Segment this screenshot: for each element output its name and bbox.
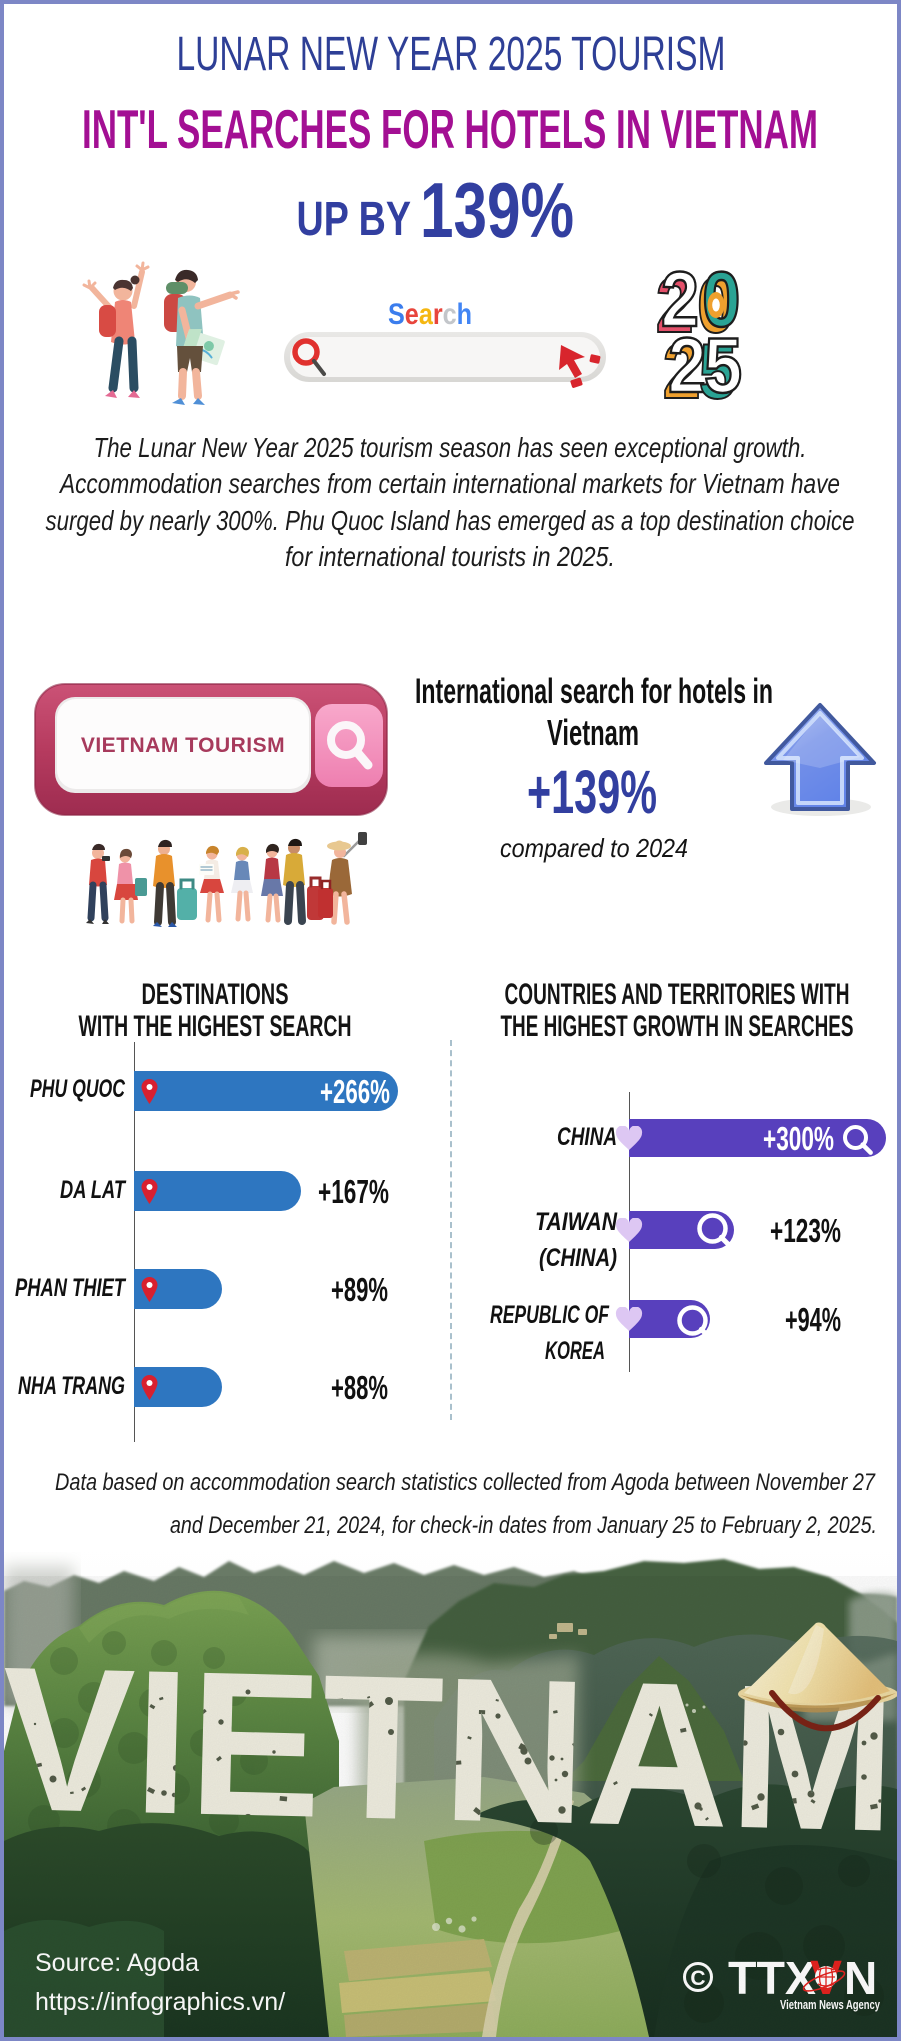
svg-text:2: 2 xyxy=(663,327,701,411)
svg-text:2: 2 xyxy=(661,263,699,343)
svg-text:2: 2 xyxy=(668,321,706,409)
svg-text:5: 5 xyxy=(699,327,737,411)
svg-text:VIETNAM TOURISM: VIETNAM TOURISM xyxy=(81,734,285,757)
svg-text:0: 0 xyxy=(702,263,740,343)
svg-text:5: 5 xyxy=(704,321,742,409)
svg-text:Search: Search xyxy=(388,297,472,331)
svg-text:2: 2 xyxy=(656,263,694,349)
